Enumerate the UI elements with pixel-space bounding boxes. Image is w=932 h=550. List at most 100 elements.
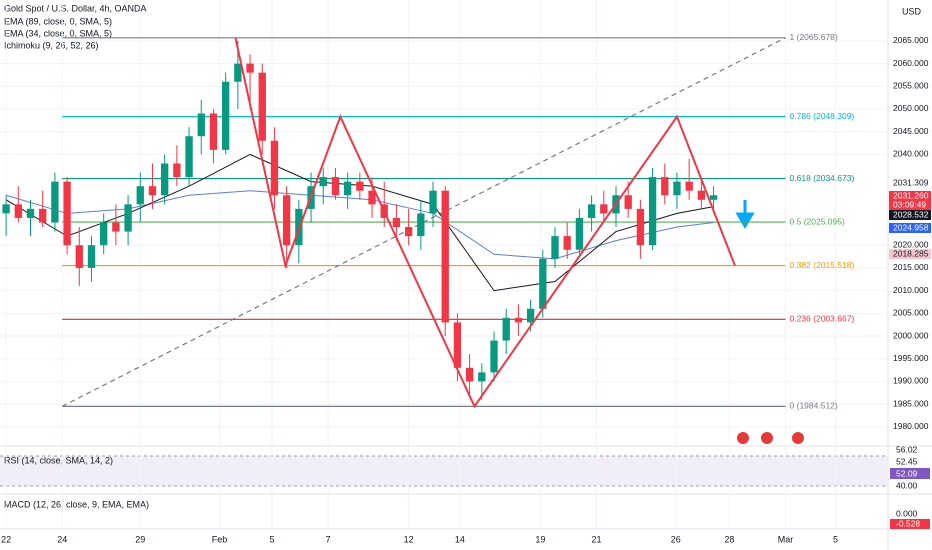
x-tick-label: 21 [591, 534, 601, 544]
candle-body [465, 367, 474, 382]
pattern-line [234, 37, 736, 409]
x-tick-label: Feb [212, 534, 228, 544]
y-tick-label: 1990.000 [893, 376, 929, 386]
candle-body [148, 186, 157, 196]
candle-body [587, 204, 596, 218]
candle-body [648, 177, 657, 246]
candle-body [136, 186, 144, 205]
price-axis: 1980.000 1985.000 1990.000 1995.000 2000.000… [893, 35, 929, 431]
price-label: 03:09:49 [893, 199, 926, 209]
candle-body [502, 317, 510, 341]
rsi-label: 52.45 [896, 456, 918, 466]
candle-body [124, 204, 132, 232]
candle-body [112, 222, 120, 232]
candle-body [551, 236, 559, 259]
macd-label: 0.000 [896, 508, 918, 518]
rsi-title: RSI (14, close, SMA, 14, 2) [4, 455, 113, 465]
macd-title: MACD (12, 26, close, 9, EMA, EMA) [4, 499, 149, 509]
rsi-axis: 56.02 52.45 52.09 40.00 0.000 -0.528 [890, 444, 930, 529]
y-tick-label: 2000.000 [893, 330, 929, 340]
candle-body [258, 72, 266, 141]
x-tick-label: 5 [270, 534, 275, 544]
price-label-box [889, 249, 931, 259]
candle-body [26, 208, 35, 218]
candle-body [161, 163, 169, 196]
y-tick-label: 2005.000 [893, 308, 929, 318]
y-tick-label: 2045.000 [893, 126, 929, 136]
candle-body [2, 204, 10, 214]
candle-body [75, 245, 83, 268]
candle-body [282, 195, 291, 246]
forecast-arrow [735, 200, 755, 229]
y-tick-label: 1995.000 [893, 353, 929, 363]
fib-label: 0.236 (2003.667) [790, 314, 855, 324]
candle-body [526, 308, 535, 323]
y-tick-label: 2010.000 [893, 285, 929, 295]
candle-body [209, 113, 218, 150]
candle-body [343, 181, 352, 196]
candle-body [575, 217, 584, 250]
rsi-label: 52.09 [896, 468, 918, 478]
price-label-box [889, 200, 931, 210]
price-label: 2031.309 [893, 177, 929, 187]
candle-body [417, 213, 425, 237]
rsi-label: 56.02 [896, 444, 918, 454]
fib-label: 0 (1984.512) [790, 401, 838, 411]
fib-label: 0.618 (2034.673) [790, 173, 855, 183]
candle-body [173, 163, 181, 178]
candle-body [63, 181, 71, 246]
rsi-label: 40.00 [896, 480, 918, 490]
price-label: 2024.958 [893, 222, 929, 232]
candle-body [636, 208, 645, 246]
event-flag [737, 432, 749, 444]
x-tick-label: 22 [1, 534, 11, 544]
x-tick-label: 14 [455, 534, 465, 544]
candle-body [661, 177, 669, 196]
candle-body [356, 181, 364, 191]
candle-body [331, 177, 340, 196]
event-flag [792, 432, 804, 444]
price-label-box [889, 223, 931, 233]
candle-body [404, 227, 413, 237]
candle-body [429, 190, 437, 214]
candle-body [197, 113, 205, 137]
y-tick-label: 2050.000 [893, 103, 929, 113]
indicator-label: Ichimoku (9, 26, 52, 26) [4, 40, 99, 50]
y-tick-label: 2015.000 [893, 262, 929, 272]
x-tick-label: 24 [57, 534, 67, 544]
x-tick-label: 29 [135, 534, 145, 544]
x-tick-label: 28 [724, 534, 734, 544]
y-tick-label: 1980.000 [893, 421, 929, 431]
chart-title: Gold Spot / U.S. Dollar, 4h, OANDA [4, 3, 147, 13]
x-tick-label: 7 [326, 534, 331, 544]
x-tick-label: 12 [404, 534, 414, 544]
candle-body [185, 136, 193, 178]
candle-body [246, 63, 254, 73]
rsi-value-box [890, 468, 930, 479]
candle-body [624, 195, 632, 209]
flags [737, 432, 804, 444]
candle-body [222, 81, 230, 150]
price-label: 2031.260 [893, 190, 929, 200]
y-tick-label: 2020.000 [893, 239, 929, 249]
candle-body [270, 140, 279, 196]
rsi-band [0, 456, 888, 486]
candle-body [453, 322, 462, 368]
price-label: 2028.532 [893, 209, 929, 219]
x-tick-label: Mar [778, 534, 794, 544]
candle-body [600, 204, 608, 214]
y-tick-label: 2060.000 [893, 58, 929, 68]
event-flag [761, 432, 773, 444]
y-tick-label: 2040.000 [893, 149, 929, 159]
candle-body [539, 258, 547, 309]
candle-body [514, 317, 523, 323]
candle-body [673, 181, 681, 196]
candle-body [368, 190, 376, 205]
price-label-box [889, 178, 931, 188]
candle-body [697, 190, 706, 200]
candle-body [441, 190, 449, 323]
currency: USD [902, 6, 922, 16]
x-tick-label: 26 [671, 534, 681, 544]
x-tick-label: 19 [535, 534, 545, 544]
